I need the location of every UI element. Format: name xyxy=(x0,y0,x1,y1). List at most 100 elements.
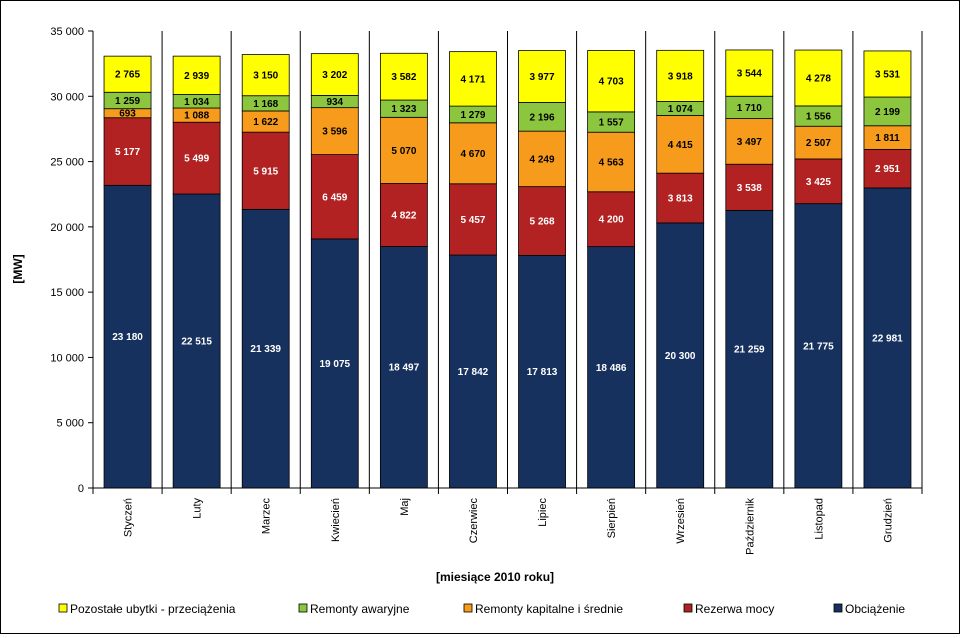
legend-swatch xyxy=(833,603,843,613)
data-label: 2 765 xyxy=(115,70,140,81)
y-tick-label: 20 000 xyxy=(50,222,84,234)
bar-segment xyxy=(310,154,359,240)
bar-segment xyxy=(656,222,705,489)
bar-segment xyxy=(863,187,912,489)
data-label: 19 075 xyxy=(319,359,350,370)
bar-segment xyxy=(449,122,497,185)
bar-segment xyxy=(725,118,774,165)
x-axis: Styczeń Luty Marzec Kwiecień Maj Czerwiec Lipi… xyxy=(93,487,922,555)
data-label: 3 150 xyxy=(253,71,278,82)
bar-segment xyxy=(518,102,566,132)
bar-segment xyxy=(587,50,636,113)
data-label: 4 200 xyxy=(599,215,624,226)
data-label: 3 596 xyxy=(322,127,347,138)
y-tick-label: 35 000 xyxy=(50,26,84,38)
legend-item: Pozostałe ubytki - przeciążenia xyxy=(58,602,236,616)
legend-swatch xyxy=(463,603,473,613)
legend-item: Remonty kapitalne i średnie xyxy=(463,602,623,616)
bar-segment xyxy=(379,116,428,184)
data-label: 4 171 xyxy=(460,74,485,85)
bar-segment xyxy=(241,208,290,489)
data-label: 1 323 xyxy=(391,104,416,115)
data-label: 2 507 xyxy=(806,138,831,149)
legend-swatch xyxy=(683,603,693,613)
y-tick-label: 15 000 xyxy=(50,287,84,299)
data-label: 1 279 xyxy=(460,110,485,121)
data-label: 4 415 xyxy=(668,140,693,151)
data-label: 4 249 xyxy=(530,154,555,165)
bar-segment xyxy=(172,55,221,95)
bar-stack-3: 19 075 6 459 3 596 934 3 202 xyxy=(310,53,359,489)
bar-stack-8: 20 300 3 813 4 415 1 074 3 918 xyxy=(656,49,705,489)
legend-label: Rezerwa mocy xyxy=(695,602,774,616)
data-label: 4 703 xyxy=(599,77,624,88)
bar-segment xyxy=(725,49,774,97)
legend-item: Remonty awaryjne xyxy=(298,602,410,616)
data-label: 3 202 xyxy=(322,70,347,81)
legend-item: Rezerwa mocy xyxy=(683,602,774,616)
x-axis-title: [miesiące 2010 roku] xyxy=(436,570,554,584)
x-tick-label: Kwiecień xyxy=(330,498,342,542)
bar-segment xyxy=(241,131,290,210)
data-label: 1 556 xyxy=(806,112,831,123)
bar-segment xyxy=(794,158,843,205)
bar-segment xyxy=(863,96,912,127)
data-label: 4 822 xyxy=(391,211,416,222)
data-label: 3 918 xyxy=(668,71,693,82)
bar-segment xyxy=(794,49,843,107)
data-label: 2 199 xyxy=(875,107,900,118)
y-axis: 0 5 000 10 000 15 000 20 000 25 000 30 000 35 0… xyxy=(50,26,94,495)
y-tick-label: 10 000 xyxy=(50,352,84,364)
bar-stack-11: 22 981 2 951 1 811 2 199 3 531 xyxy=(863,50,912,489)
data-label: 4 278 xyxy=(806,73,831,84)
x-tick-label: Październik xyxy=(744,498,756,555)
legend-swatch xyxy=(298,603,308,613)
bar-segment xyxy=(725,210,774,489)
x-tick-label: Maj xyxy=(399,498,411,516)
legend-label: Obciążenie xyxy=(845,602,905,616)
bar-stack-7: 18 486 4 200 4 563 1 557 4 703 xyxy=(587,50,636,489)
data-label: 693 xyxy=(119,109,136,120)
bars: 23 180 5 177 693 1 259 2 765 22 515 5 499 1 088… xyxy=(103,49,912,489)
x-tick-label: Czerwiec xyxy=(468,498,480,544)
y-tick-label: 0 xyxy=(78,483,84,495)
data-label: 3 425 xyxy=(806,177,831,188)
data-label: 23 180 xyxy=(112,332,143,343)
bar-segment xyxy=(518,50,566,103)
data-label: 1 557 xyxy=(599,118,624,129)
x-tick-label: Sierpień xyxy=(606,498,618,538)
legend: Pozostałe ubytki - przeciążenia Remonty a… xyxy=(58,602,905,616)
data-label: 5 457 xyxy=(460,215,485,226)
x-tick-label: Styczeń xyxy=(123,498,135,537)
data-label: 5 070 xyxy=(391,146,416,157)
bar-segment xyxy=(310,238,359,489)
data-label: 2 196 xyxy=(530,112,555,123)
data-label: 17 813 xyxy=(527,367,558,378)
bar-segment xyxy=(449,254,497,489)
data-label: 20 300 xyxy=(665,351,696,362)
bar-segment xyxy=(379,183,428,247)
bar-segment xyxy=(656,49,705,102)
bar-segment xyxy=(310,107,359,155)
y-tick-label: 5 000 xyxy=(56,418,84,430)
legend-label: Pozostałe ubytki - przeciążenia xyxy=(70,602,236,616)
data-label: 1 811 xyxy=(875,133,900,144)
bar-segment xyxy=(449,51,497,107)
legend-swatch xyxy=(58,603,68,613)
bar-segment xyxy=(587,246,636,489)
category-separators xyxy=(92,31,923,494)
data-label: 18 497 xyxy=(389,363,420,374)
data-label: 4 563 xyxy=(599,157,624,168)
bar-segment xyxy=(518,130,566,188)
data-label: 934 xyxy=(326,97,343,108)
data-label: 5 915 xyxy=(253,166,278,177)
data-label: 4 670 xyxy=(460,149,485,160)
data-label: 1 259 xyxy=(115,96,140,107)
bar-stack-10: 21 775 3 425 2 507 1 556 4 278 xyxy=(794,49,843,489)
bar-segment xyxy=(518,255,566,489)
data-label: 18 486 xyxy=(596,363,627,374)
data-label: 1 710 xyxy=(737,103,762,114)
bar-segment xyxy=(518,186,566,256)
